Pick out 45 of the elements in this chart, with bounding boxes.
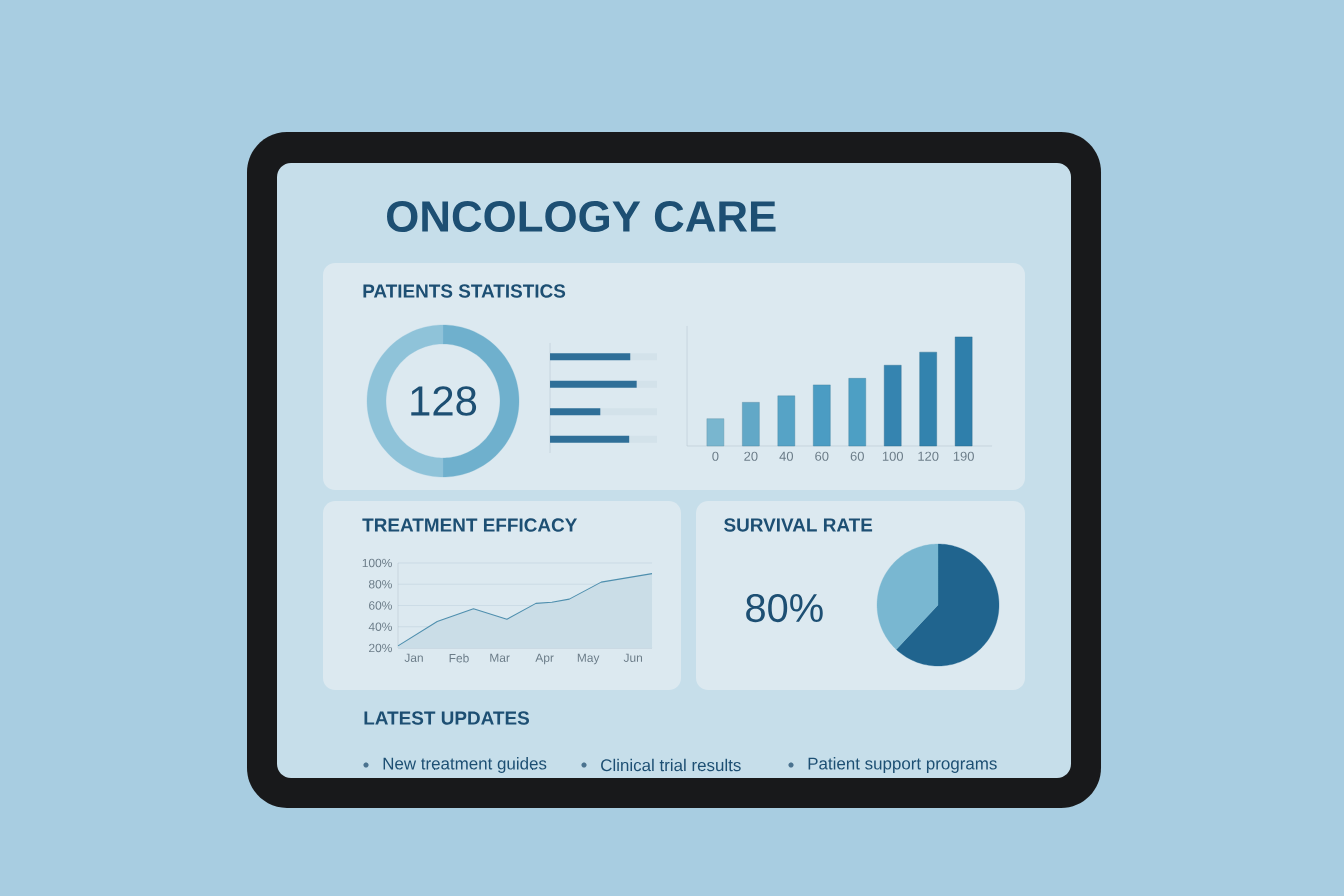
bar <box>550 353 631 361</box>
bar <box>550 408 601 416</box>
y-tick-label: 80% <box>368 580 392 589</box>
bar <box>550 380 637 388</box>
y-tick-label: 40% <box>368 622 392 631</box>
text: ONCOLOGY CARE <box>387 200 776 233</box>
bar <box>813 384 831 447</box>
x-tick-label: 0 <box>712 451 719 461</box>
x-tick-label: Feb <box>449 653 469 663</box>
x-tick-label: Apr <box>535 653 554 665</box>
x-tick-label: Jan <box>404 653 423 662</box>
bar <box>777 395 796 447</box>
bar <box>884 365 902 447</box>
bar <box>919 351 937 447</box>
x-tick-label: 20 <box>744 451 758 461</box>
x-tick-label: 60 <box>815 451 829 461</box>
y-tick-label: 60% <box>369 601 392 610</box>
chart-title: TREATMENT EFFICACY <box>362 518 578 532</box>
bar <box>600 408 658 416</box>
x-tick-label: 120 <box>918 451 939 461</box>
text: Clinical trial results <box>601 758 741 772</box>
y-tick-label: 20% <box>369 643 392 653</box>
x-tick-label: 190 <box>953 451 974 461</box>
bar <box>629 435 658 443</box>
x-tick-label: 40 <box>779 451 794 461</box>
text: LATEST UPDATES <box>364 711 529 725</box>
bar <box>630 353 658 361</box>
x-tick-label: May <box>577 653 600 665</box>
bar <box>706 418 725 447</box>
text: Patient support programs <box>808 757 997 773</box>
x-tick-label: 60 <box>850 451 864 461</box>
chart-title: PATIENTS STATISTICS <box>363 284 566 298</box>
text: 128 <box>411 386 477 416</box>
bar <box>742 402 760 447</box>
chart-title: SURVIVAL RATE <box>724 518 873 532</box>
y-tick-label: 100% <box>362 558 392 568</box>
bar <box>550 435 630 443</box>
text: 80% <box>746 593 823 623</box>
bar <box>636 380 658 388</box>
text: New treatment guides <box>383 757 547 773</box>
x-tick-label: 100 <box>882 451 904 461</box>
x-tick-label: Mar <box>490 653 510 662</box>
bar <box>954 336 973 447</box>
bar <box>848 378 866 447</box>
x-tick-label: Jun <box>623 653 643 662</box>
